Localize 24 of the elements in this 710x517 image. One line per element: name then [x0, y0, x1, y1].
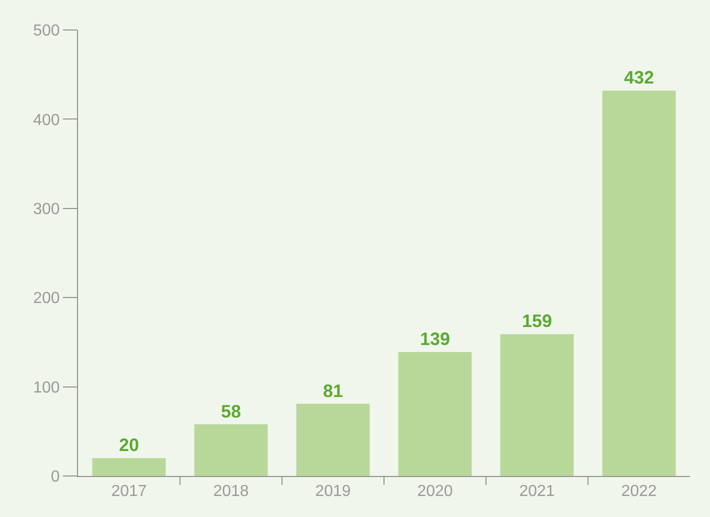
- bar: [602, 90, 676, 476]
- bar: [500, 334, 574, 476]
- x-tick-label: 2022: [621, 483, 657, 500]
- bar: [398, 352, 472, 476]
- x-tick-label: 2017: [111, 483, 147, 500]
- y-tick-label: 500: [33, 22, 60, 40]
- bar: [296, 404, 370, 476]
- y-tick-label: 0: [50, 468, 60, 486]
- data-label: 159: [522, 311, 552, 332]
- bar: [92, 458, 166, 476]
- bar: [194, 424, 268, 476]
- data-label: 58: [220, 401, 242, 422]
- x-tick-label: 2021: [519, 483, 555, 500]
- y-tick-label: 100: [33, 379, 60, 396]
- x-tick-label: 2019: [315, 483, 351, 500]
- y-tick-label: 300: [33, 201, 60, 218]
- data-label: 139: [420, 329, 450, 350]
- x-tick-label: 2020: [417, 483, 453, 500]
- data-label: 432: [624, 68, 654, 88]
- data-label: 81: [322, 380, 344, 401]
- y-tick-label: 400: [33, 112, 60, 129]
- y-tick-label: 200: [33, 290, 60, 308]
- x-tick-label: 2018: [213, 483, 249, 500]
- data-label: 20: [118, 435, 140, 456]
